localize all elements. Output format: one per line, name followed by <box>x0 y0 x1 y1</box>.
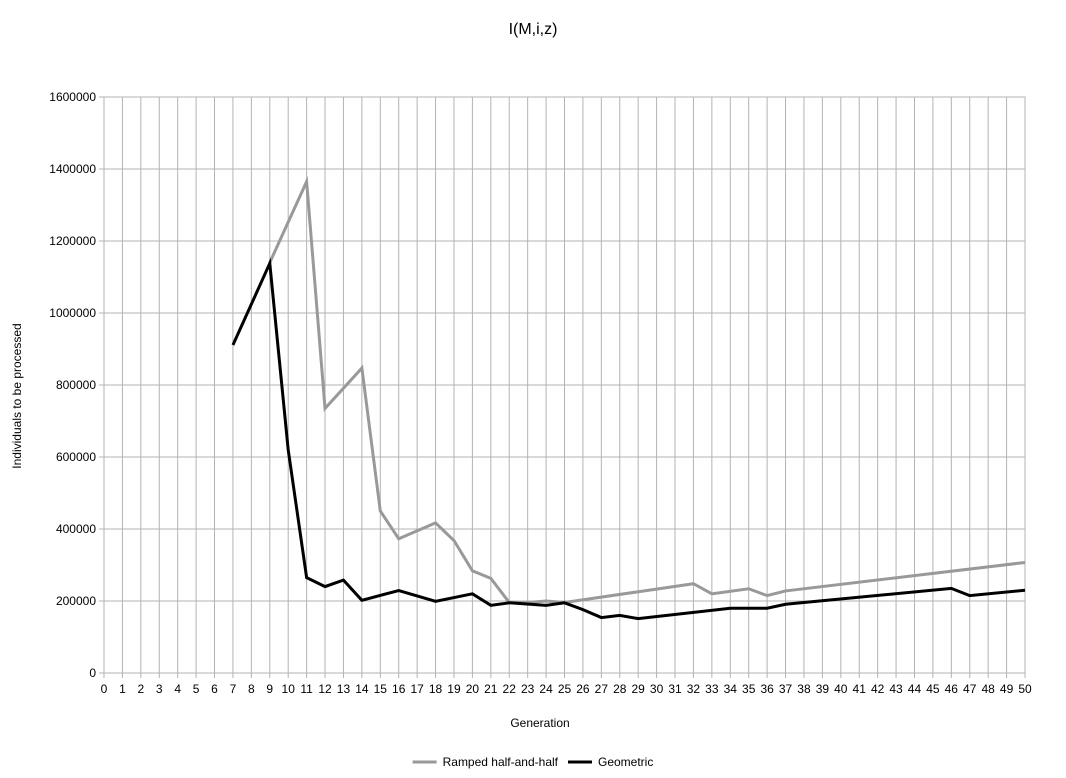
x-tick-label: 1 <box>119 682 126 696</box>
x-tick-label: 13 <box>337 682 351 696</box>
x-tick-label: 2 <box>137 682 144 696</box>
x-tick-label: 39 <box>816 682 830 696</box>
x-tick-label: 9 <box>266 682 273 696</box>
x-tick-label: 0 <box>101 682 108 696</box>
series-lines <box>233 182 1025 619</box>
x-tick-labels: 0 1 2 3 4 5 6 7 8 9 10 11 12 13 14 15 16 17 18 19 20 21 22 23 24… <box>101 682 1032 696</box>
x-tick-label: 37 <box>779 682 793 696</box>
x-tick-label: 42 <box>871 682 885 696</box>
legend-label: Ramped half-and-half <box>443 755 559 769</box>
x-tick-label: 4 <box>174 682 181 696</box>
y-tick-label: 0 <box>89 666 96 680</box>
x-tick-label: 28 <box>613 682 627 696</box>
x-tick-label: 47 <box>963 682 977 696</box>
y-tick-label: 1000000 <box>49 306 96 320</box>
y-tick-label: 1600000 <box>49 90 96 104</box>
x-tick-label: 19 <box>447 682 461 696</box>
x-tick-label: 6 <box>211 682 218 696</box>
x-tick-label: 26 <box>576 682 590 696</box>
series-line-geometric <box>233 263 1025 618</box>
x-tick-label: 40 <box>834 682 848 696</box>
x-tick-label: 3 <box>156 682 163 696</box>
x-tick-label: 11 <box>300 682 313 696</box>
x-tick-label: 35 <box>742 682 756 696</box>
x-tick-label: 22 <box>503 682 517 696</box>
x-tick-label: 46 <box>945 682 959 696</box>
x-tick-label: 36 <box>760 682 774 696</box>
x-tick-label: 49 <box>1000 682 1014 696</box>
y-tick-label: 1200000 <box>49 234 96 248</box>
x-tick-label: 10 <box>282 682 296 696</box>
x-tick-label: 7 <box>230 682 237 696</box>
legend-label: Geometric <box>598 755 653 769</box>
x-tick-label: 17 <box>410 682 424 696</box>
x-tick-label: 38 <box>797 682 811 696</box>
y-tick-label: 600000 <box>56 450 96 464</box>
x-tick-label: 24 <box>539 682 553 696</box>
y-tick-label: 200000 <box>56 594 96 608</box>
x-tick-label: 30 <box>650 682 664 696</box>
x-tick-label: 32 <box>687 682 701 696</box>
x-tick-label: 15 <box>374 682 388 696</box>
x-axis-label: Generation <box>510 716 569 730</box>
x-tick-label: 12 <box>318 682 332 696</box>
legend-entry: Ramped half-and-half <box>413 755 559 769</box>
x-tick-label: 41 <box>853 682 867 696</box>
x-tick-label: 8 <box>248 682 255 696</box>
y-tick-label: 1400000 <box>49 162 96 176</box>
x-tick-label: 16 <box>392 682 406 696</box>
x-tick-label: 45 <box>926 682 940 696</box>
x-tick-label: 18 <box>429 682 443 696</box>
chart-title: I(M,i,z) <box>509 21 558 38</box>
y-tick-labels: 0 200000 400000 600000 800000 1000000 1200000 1… <box>49 90 96 680</box>
x-tick-label: 5 <box>193 682 200 696</box>
x-tick-label: 20 <box>466 682 480 696</box>
x-tick-label: 25 <box>558 682 572 696</box>
x-tick-label: 43 <box>889 682 903 696</box>
x-tick-label: 33 <box>705 682 719 696</box>
y-tick-label: 400000 <box>56 522 96 536</box>
legend: Ramped half-and-half Geometric <box>413 755 654 769</box>
legend-entry: Geometric <box>568 755 653 769</box>
x-tick-label: 34 <box>724 682 738 696</box>
grid <box>99 97 1025 678</box>
x-tick-label: 29 <box>632 682 646 696</box>
x-tick-label: 21 <box>484 682 498 696</box>
x-tick-label: 23 <box>521 682 535 696</box>
x-tick-label: 14 <box>355 682 369 696</box>
x-tick-label: 50 <box>1018 682 1032 696</box>
x-tick-label: 44 <box>908 682 922 696</box>
y-tick-label: 800000 <box>56 378 96 392</box>
series-line-ramped-half-and-half <box>270 182 1025 603</box>
x-tick-label: 27 <box>595 682 609 696</box>
x-tick-label: 31 <box>668 682 682 696</box>
x-tick-label: 48 <box>981 682 995 696</box>
y-axis-label: Individuals to be processed <box>10 323 24 468</box>
